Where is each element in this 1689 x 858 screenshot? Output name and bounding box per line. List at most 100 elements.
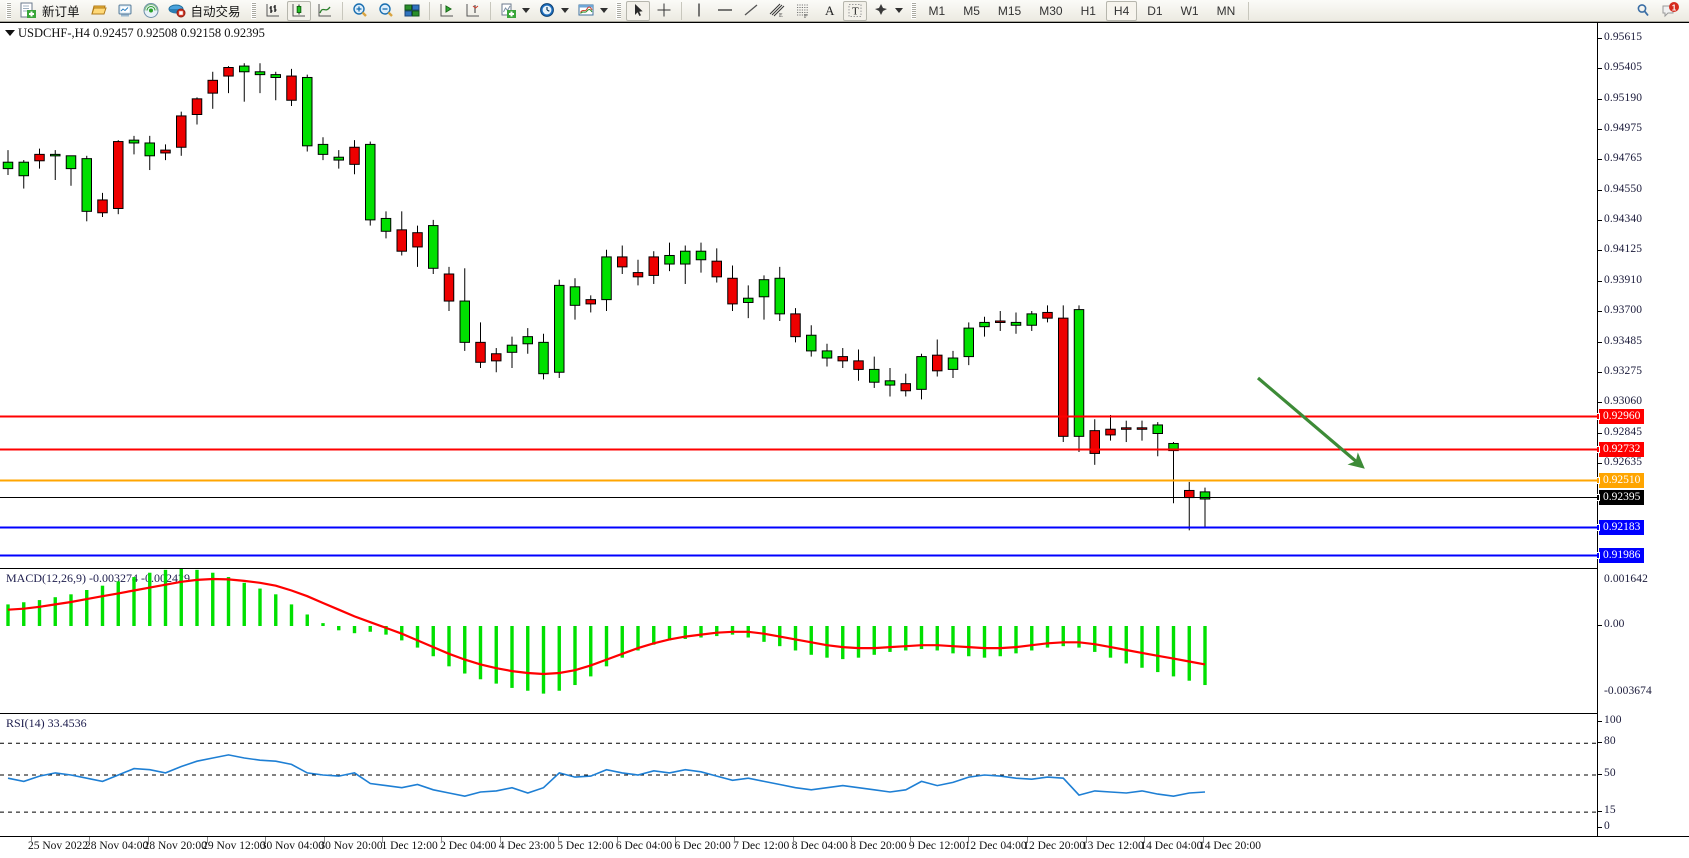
search-button[interactable] xyxy=(1631,1,1655,21)
time-axis-label: 12 Dec 04:00 xyxy=(964,840,1027,852)
folder-icon xyxy=(90,2,108,19)
fibonacci-button[interactable]: F xyxy=(791,1,815,21)
time-axis[interactable]: 25 Nov 2022 28 Nov 04:00 28 Nov 20:00 29 No… xyxy=(0,836,1689,858)
time-axis-tick xyxy=(1085,837,1087,843)
rsi-panel[interactable]: RSI(14) 33.4536 xyxy=(0,713,1597,837)
price-tick xyxy=(1598,220,1602,221)
folder-button[interactable] xyxy=(87,1,111,21)
text-label-button[interactable]: T xyxy=(842,0,867,21)
notifications-button[interactable]: 1 xyxy=(1657,1,1683,21)
chevron-down-icon-2[interactable] xyxy=(560,8,569,13)
horizontal-line-button[interactable] xyxy=(713,1,737,21)
templates-button[interactable] xyxy=(574,1,611,21)
mql-community-button[interactable]: 自动交易 xyxy=(165,1,246,21)
macd-panel[interactable]: MACD(12,26,9) -0.003274 -0.002429 xyxy=(0,568,1597,713)
auto-scroll-button[interactable] xyxy=(461,1,485,21)
crosshair-button[interactable] xyxy=(652,1,676,21)
line-chart-icon xyxy=(316,2,334,19)
chart-shift-button[interactable] xyxy=(435,1,459,21)
timeframe-m15[interactable]: M15 xyxy=(997,3,1022,18)
price-axis-label: 0.93700 xyxy=(1604,304,1643,316)
toolbar-grip-2[interactable] xyxy=(250,2,256,19)
timeframe-m1[interactable]: M1 xyxy=(928,3,946,18)
time-axis-label: 2 Dec 04:00 xyxy=(440,840,497,852)
timeframe-mn[interactable]: MN xyxy=(1216,3,1236,18)
price-axis-label: 0.94550 xyxy=(1604,183,1643,195)
period-clock-button[interactable] xyxy=(535,1,572,21)
main-toolbar: 新订单 xyxy=(0,0,1689,22)
toolbar-grip[interactable] xyxy=(6,2,11,19)
crosshair-icon xyxy=(655,2,673,19)
timeframe-h4[interactable]: H4 xyxy=(1105,0,1138,21)
new-order-label: 新订单 xyxy=(42,5,80,19)
toolbar-separator-3 xyxy=(489,1,491,20)
bar-chart-button[interactable] xyxy=(261,1,285,21)
symbol-dropdown-arrow-icon[interactable] xyxy=(5,30,15,36)
notification-count: 1 xyxy=(1672,4,1677,13)
price-tick xyxy=(1598,99,1602,100)
price-tick xyxy=(1598,68,1602,69)
templates-icon xyxy=(577,2,595,19)
down-arrow-annotation[interactable] xyxy=(0,23,1597,568)
price-badge-pivot[interactable]: 0.92510 xyxy=(1599,473,1645,488)
chevron-down-icon[interactable] xyxy=(521,8,530,13)
timeframe-h1[interactable]: H1 xyxy=(1080,3,1096,18)
add-indicator-button[interactable] xyxy=(496,1,533,21)
time-axis-label: 6 Dec 04:00 xyxy=(615,840,673,852)
price-badge-support-1[interactable]: 0.92183 xyxy=(1599,520,1645,535)
cursor-button[interactable] xyxy=(625,0,650,21)
price-badge-resistance-2[interactable]: 0.92732 xyxy=(1599,442,1645,457)
tile-windows-button[interactable] xyxy=(400,1,424,21)
chevron-down-icon-3[interactable] xyxy=(599,8,608,13)
rsi-axis-label: 50 xyxy=(1604,767,1616,779)
price-tick xyxy=(1598,463,1602,464)
vertical-line-button[interactable] xyxy=(687,1,711,21)
horizontal-line-icon xyxy=(716,2,734,19)
bar-chart-icon xyxy=(264,2,282,19)
new-order-button[interactable]: 新订单 xyxy=(16,1,85,21)
rsi-tick xyxy=(1598,721,1602,722)
rsi-tick xyxy=(1598,774,1602,775)
shapes-button[interactable] xyxy=(869,1,906,21)
macd-axis-label: 0.00 xyxy=(1604,618,1625,630)
timeframe-m5[interactable]: M5 xyxy=(963,3,980,18)
macd-axis-label: 0.001642 xyxy=(1604,573,1648,585)
price-axis-label: 0.93060 xyxy=(1604,395,1643,407)
trendline-icon xyxy=(742,2,760,19)
svg-text:F: F xyxy=(804,14,808,19)
zoom-in-button[interactable] xyxy=(348,1,372,21)
text-button[interactable]: A xyxy=(817,1,841,21)
chevron-down-icon-4[interactable] xyxy=(894,8,903,13)
timeframe-d1[interactable]: D1 xyxy=(1147,3,1163,18)
price-scale[interactable]: 0.95615 0.95405 0.95190 0.94975 0.94765 0.945… xyxy=(1593,23,1689,858)
toolbar-grip-4[interactable] xyxy=(910,2,916,19)
price-badge-current-price[interactable]: 0.92395 xyxy=(1599,490,1645,505)
timeframe-m30[interactable]: M30 xyxy=(1039,3,1063,18)
signal-button[interactable] xyxy=(139,1,163,21)
time-axis-label: 1 Dec 12:00 xyxy=(381,840,438,852)
price-levels-layer[interactable] xyxy=(0,23,1597,568)
timeframe-w1[interactable]: W1 xyxy=(1180,3,1199,18)
line-chart-button[interactable] xyxy=(313,1,337,21)
price-panel[interactable]: USDCHF-,H4 0.92457 0.92508 0.92158 0.923… xyxy=(0,23,1597,568)
price-badge-resistance-1[interactable]: 0.92960 xyxy=(1599,409,1645,424)
period-clock-icon xyxy=(538,2,556,19)
terminal-button[interactable] xyxy=(113,1,137,21)
chart-area[interactable]: 0.95615 0.95405 0.95190 0.94975 0.94765 0.945… xyxy=(0,22,1689,858)
equidistant-channel-icon: E xyxy=(768,2,786,19)
notifications-icon: 1 xyxy=(1660,2,1680,19)
chart-shift-icon xyxy=(438,2,456,19)
equidistant-channel-button[interactable]: E xyxy=(765,1,789,21)
zoom-out-button[interactable] xyxy=(374,1,398,21)
toolbar-grip-3[interactable] xyxy=(615,2,621,19)
price-badge-support-2[interactable]: 0.91986 xyxy=(1599,548,1645,563)
candlestick-chart-button[interactable] xyxy=(286,0,311,21)
rsi-tick xyxy=(1598,742,1602,743)
signal-icon xyxy=(142,2,160,19)
time-axis-label: 14 Dec 20:00 xyxy=(1199,840,1261,852)
time-axis-label: 29 Nov 12:00 xyxy=(202,840,266,852)
trendline-button[interactable] xyxy=(739,1,763,21)
mql-community-icon xyxy=(168,2,186,19)
time-axis-tick xyxy=(558,837,560,843)
time-axis-tick xyxy=(1144,837,1146,843)
